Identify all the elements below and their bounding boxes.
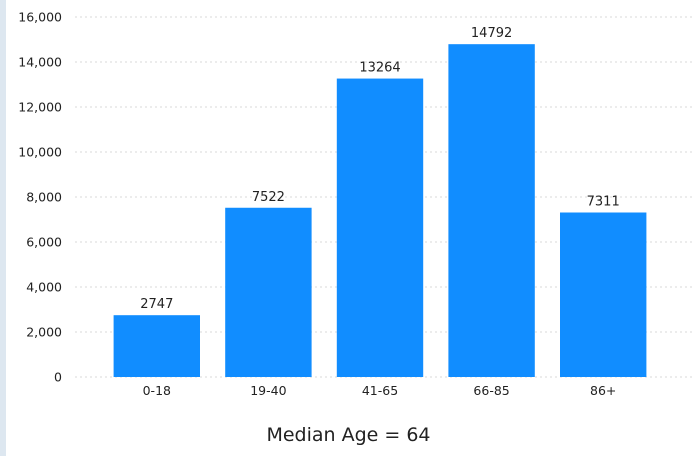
y-tick-label: 2,000	[26, 325, 62, 340]
y-tick-label: 12,000	[18, 100, 62, 115]
bar-19-40[interactable]	[225, 207, 312, 377]
bar-0-18[interactable]	[113, 315, 200, 377]
y-tick-label: 4,000	[26, 280, 62, 295]
x-tick-label: 41-65	[362, 383, 398, 398]
x-axis-ticks: 0-18 19-40 41-65 66-85 86+	[143, 383, 617, 398]
x-tick-label: 19-40	[250, 383, 286, 398]
data-label: 2747	[140, 297, 173, 312]
x-tick-label: 0-18	[143, 383, 171, 398]
data-label: 14792	[471, 26, 512, 41]
bar-41-65[interactable]	[336, 78, 424, 377]
y-tick-label: 10,000	[18, 145, 62, 160]
left-edge-strip	[0, 0, 6, 456]
y-tick-label: 0	[54, 370, 62, 385]
y-axis-ticks: 0 2,000 4,000 6,000 8,000 10,000 12,000 14,000 1…	[18, 10, 62, 385]
y-tick-label: 8,000	[26, 190, 62, 205]
x-tick-label: 66-85	[473, 383, 509, 398]
bar-66-85[interactable]	[448, 44, 535, 378]
median-age-note: Median Age = 64	[266, 424, 431, 446]
data-label: 7311	[587, 195, 620, 210]
y-tick-label: 14,000	[18, 55, 62, 70]
data-label: 7522	[252, 190, 285, 205]
data-labels: 2747 7522 13264 14792 7311	[140, 26, 619, 312]
bar-86+[interactable]	[560, 212, 647, 377]
y-tick-label: 16,000	[18, 10, 62, 25]
data-label: 13264	[359, 61, 400, 76]
x-tick-label: 86+	[590, 383, 616, 398]
y-tick-label: 6,000	[26, 235, 62, 250]
bars	[113, 44, 647, 378]
